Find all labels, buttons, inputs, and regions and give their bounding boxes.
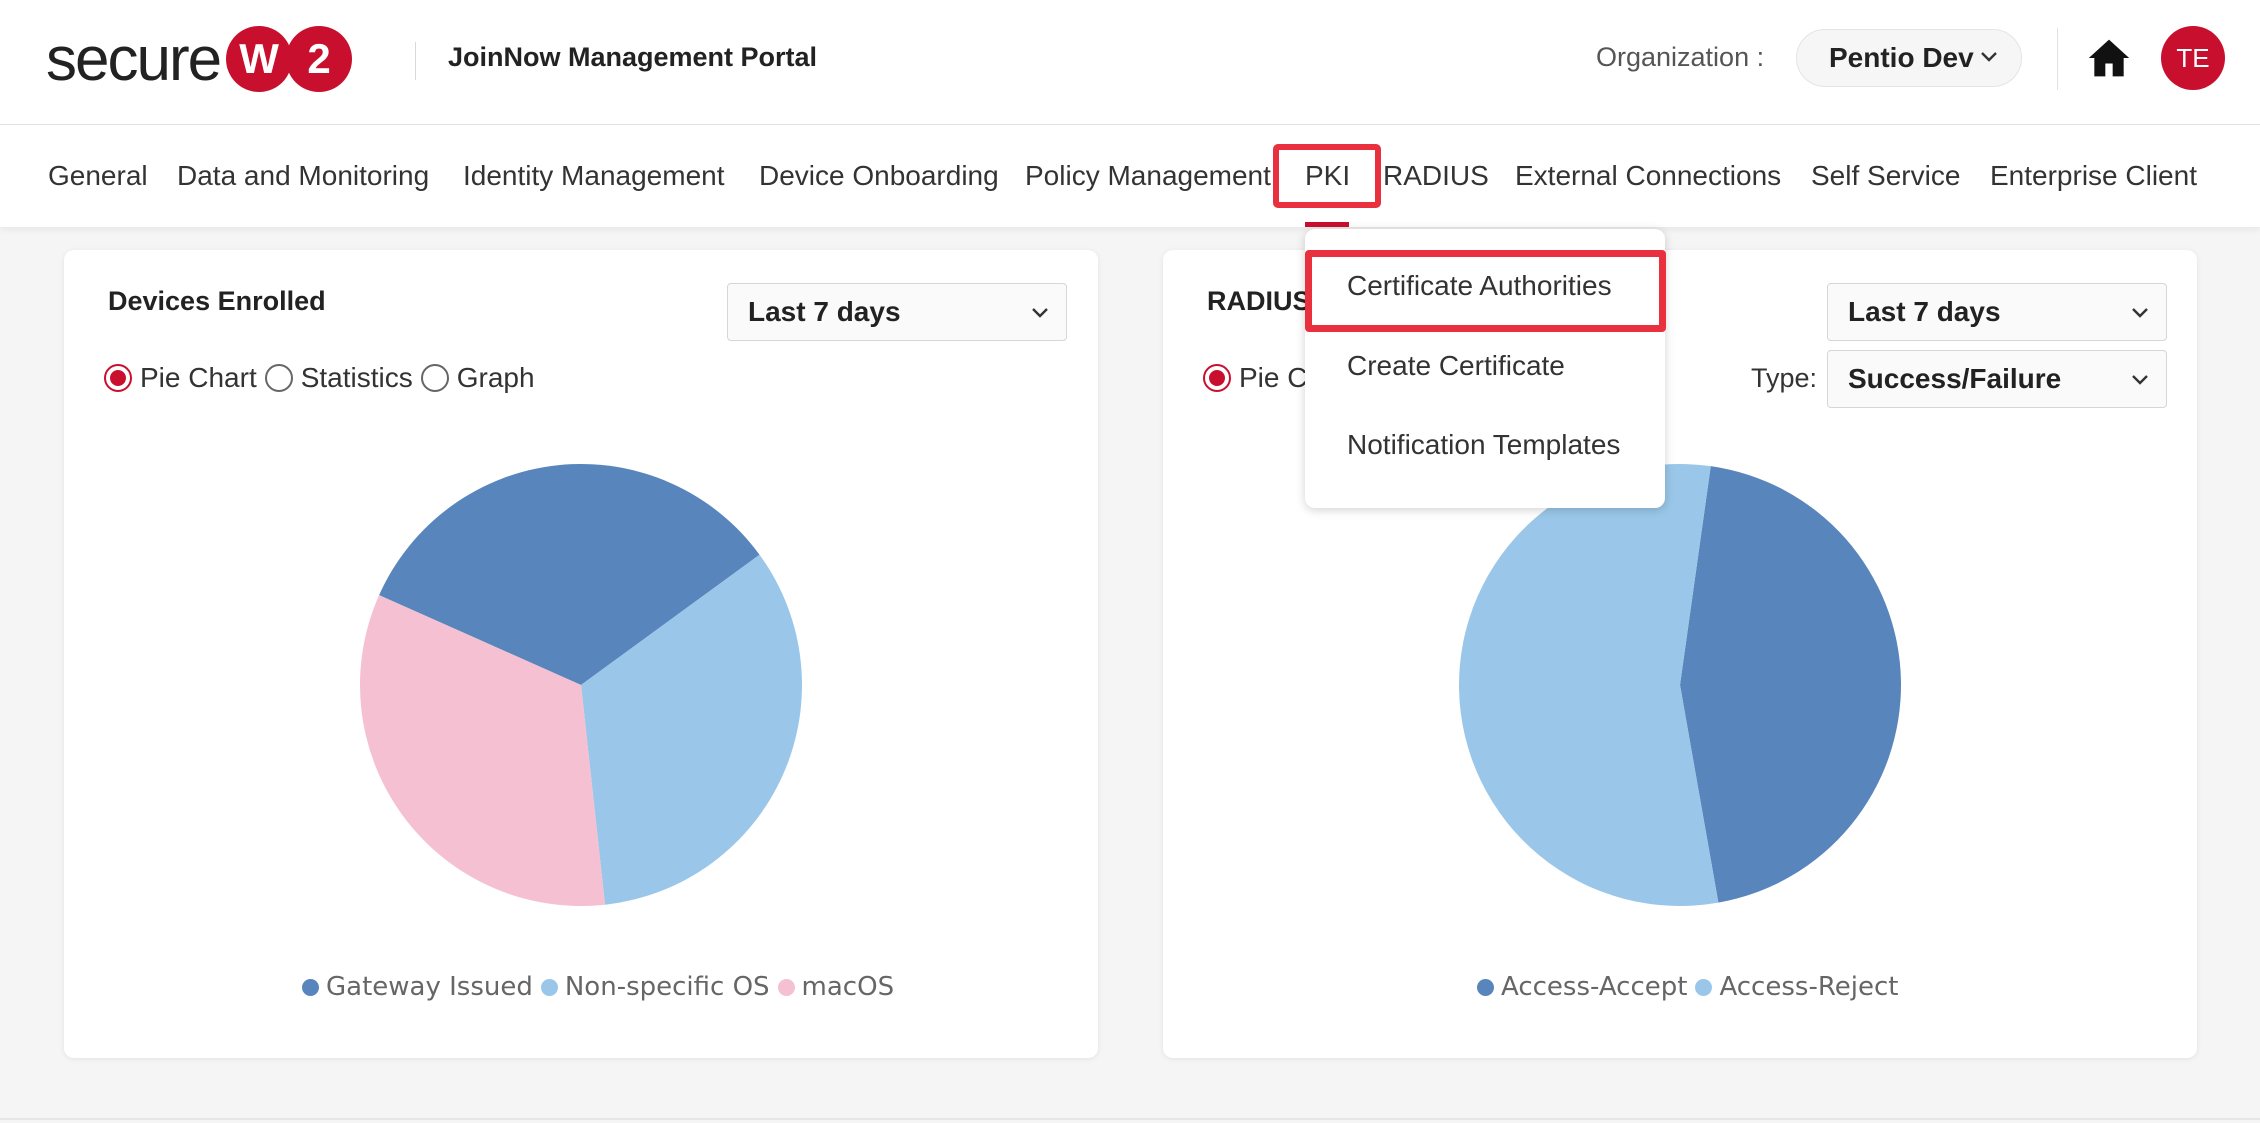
top-header: secure W 2 JoinNow Management Portal Org… xyxy=(0,0,2260,125)
radio-graph[interactable] xyxy=(420,364,449,392)
nav-item-device-onboarding[interactable]: Device Onboarding xyxy=(759,160,999,191)
legend-swatch xyxy=(1695,978,1713,996)
legend-swatch xyxy=(1477,978,1494,996)
chart-legend: Access-Accept Access-Reject xyxy=(1469,972,1898,1002)
menu-item-certificate-authorities[interactable]: Certificate Authorities xyxy=(1347,270,1612,301)
logo-w-mark: W xyxy=(226,26,293,92)
certificate-authorities-highlight-box xyxy=(1305,250,1666,332)
user-avatar[interactable]: TE xyxy=(2161,26,2225,90)
pie-slice-access-reject xyxy=(1459,464,1719,906)
nav-item-pki[interactable]: PKI xyxy=(1305,160,1351,191)
legend-label: Access-Accept xyxy=(1501,972,1688,1002)
radio-label: Pie C xyxy=(1239,362,1308,393)
nav-item-self-service[interactable]: Self Service xyxy=(1811,160,1961,191)
active-tab-indicator xyxy=(1305,222,1349,227)
organization-label: Organization : xyxy=(1596,42,1765,72)
legend-label: Non-specific OS xyxy=(564,972,770,1002)
type-select[interactable]: Success/Failure xyxy=(1827,350,2167,408)
date-range-value: Last 7 days xyxy=(748,296,901,327)
menu-item-create-certificate[interactable]: Create Certificate xyxy=(1347,350,1565,381)
radio-pie-chart[interactable] xyxy=(1203,364,1231,392)
nav-item-general[interactable]: General xyxy=(48,160,148,191)
chevron-down-icon xyxy=(1032,308,1048,318)
portal-title: JoinNow Management Portal xyxy=(448,42,818,72)
nav-item-external-connections[interactable]: External Connections xyxy=(1515,160,1782,191)
view-mode-radio-group: Pie C xyxy=(1203,362,1315,394)
organization-value: Pentio Dev xyxy=(1829,42,1974,73)
chevron-down-icon xyxy=(1981,52,1997,62)
radio-pie-chart[interactable] xyxy=(104,364,132,392)
pie-slice-non-specific-os xyxy=(581,554,802,905)
logo-2-mark: 2 xyxy=(286,26,353,92)
pie-slice-access-accept xyxy=(1680,466,1902,903)
chevron-down-icon xyxy=(2132,375,2148,385)
legend-label: macOS xyxy=(801,972,895,1002)
legend-swatch xyxy=(540,978,558,996)
pki-dropdown-menu: Certificate Authorities Create Certifica… xyxy=(1305,229,1665,508)
chart-legend: Gateway Issued Non-specific OS macOS xyxy=(294,972,894,1002)
chevron-down-icon xyxy=(2132,308,2148,318)
securew2-logo[interactable]: secure W 2 xyxy=(46,24,353,94)
radio-label: Pie Chart xyxy=(140,362,257,393)
radio-label: Statistics xyxy=(300,362,413,393)
pie-slice-gateway-issued xyxy=(379,463,760,685)
bottom-divider xyxy=(0,1118,2260,1120)
date-range-select[interactable]: Last 7 days xyxy=(727,283,1067,341)
nav-item-radius[interactable]: RADIUS xyxy=(1383,160,1489,191)
radio-label: Graph xyxy=(456,362,535,393)
legend-swatch xyxy=(302,978,319,996)
radio-statistics[interactable] xyxy=(264,364,293,392)
pki-highlight-box xyxy=(1273,144,1381,208)
menu-item-notification-templates[interactable]: Notification Templates xyxy=(1347,429,1621,460)
date-range-select[interactable]: Last 7 days xyxy=(1827,283,2167,341)
home-icon[interactable] xyxy=(2087,36,2131,80)
date-range-value: Last 7 days xyxy=(1848,296,2001,327)
radius-card: RADIUS Last 7 days Pie C Type: Success/F… xyxy=(1163,250,2197,1058)
main-nav: General Data and Monitoring Identity Man… xyxy=(0,125,2260,227)
pie-slice-macos xyxy=(360,595,606,906)
radius-pie-chart xyxy=(1459,464,1902,906)
view-mode-radio-group: Pie Chart Statistics Graph xyxy=(104,362,543,394)
header-divider xyxy=(2057,28,2058,90)
card-title: RADIUS xyxy=(1207,286,1311,316)
devices-pie-chart xyxy=(360,463,802,906)
nav-item-enterprise-client[interactable]: Enterprise Client xyxy=(1990,160,2197,191)
header-divider xyxy=(415,42,416,80)
nav-item-data-and-monitoring[interactable]: Data and Monitoring xyxy=(177,160,430,191)
legend-label: Gateway Issued xyxy=(326,972,533,1002)
legend-label: Access-Reject xyxy=(1719,972,1899,1002)
logo-text: secure xyxy=(46,24,222,94)
type-label: Type: xyxy=(1751,363,1818,393)
organization-select[interactable]: Pentio Dev xyxy=(1796,29,2022,87)
nav-item-policy-management[interactable]: Policy Management xyxy=(1025,160,1271,191)
legend-swatch xyxy=(777,978,795,996)
devices-enrolled-card: Devices Enrolled Last 7 days Pie Chart S… xyxy=(64,250,1098,1058)
type-value: Success/Failure xyxy=(1848,363,2062,394)
nav-item-identity-management[interactable]: Identity Management xyxy=(463,160,725,191)
card-title: Devices Enrolled xyxy=(108,286,326,316)
